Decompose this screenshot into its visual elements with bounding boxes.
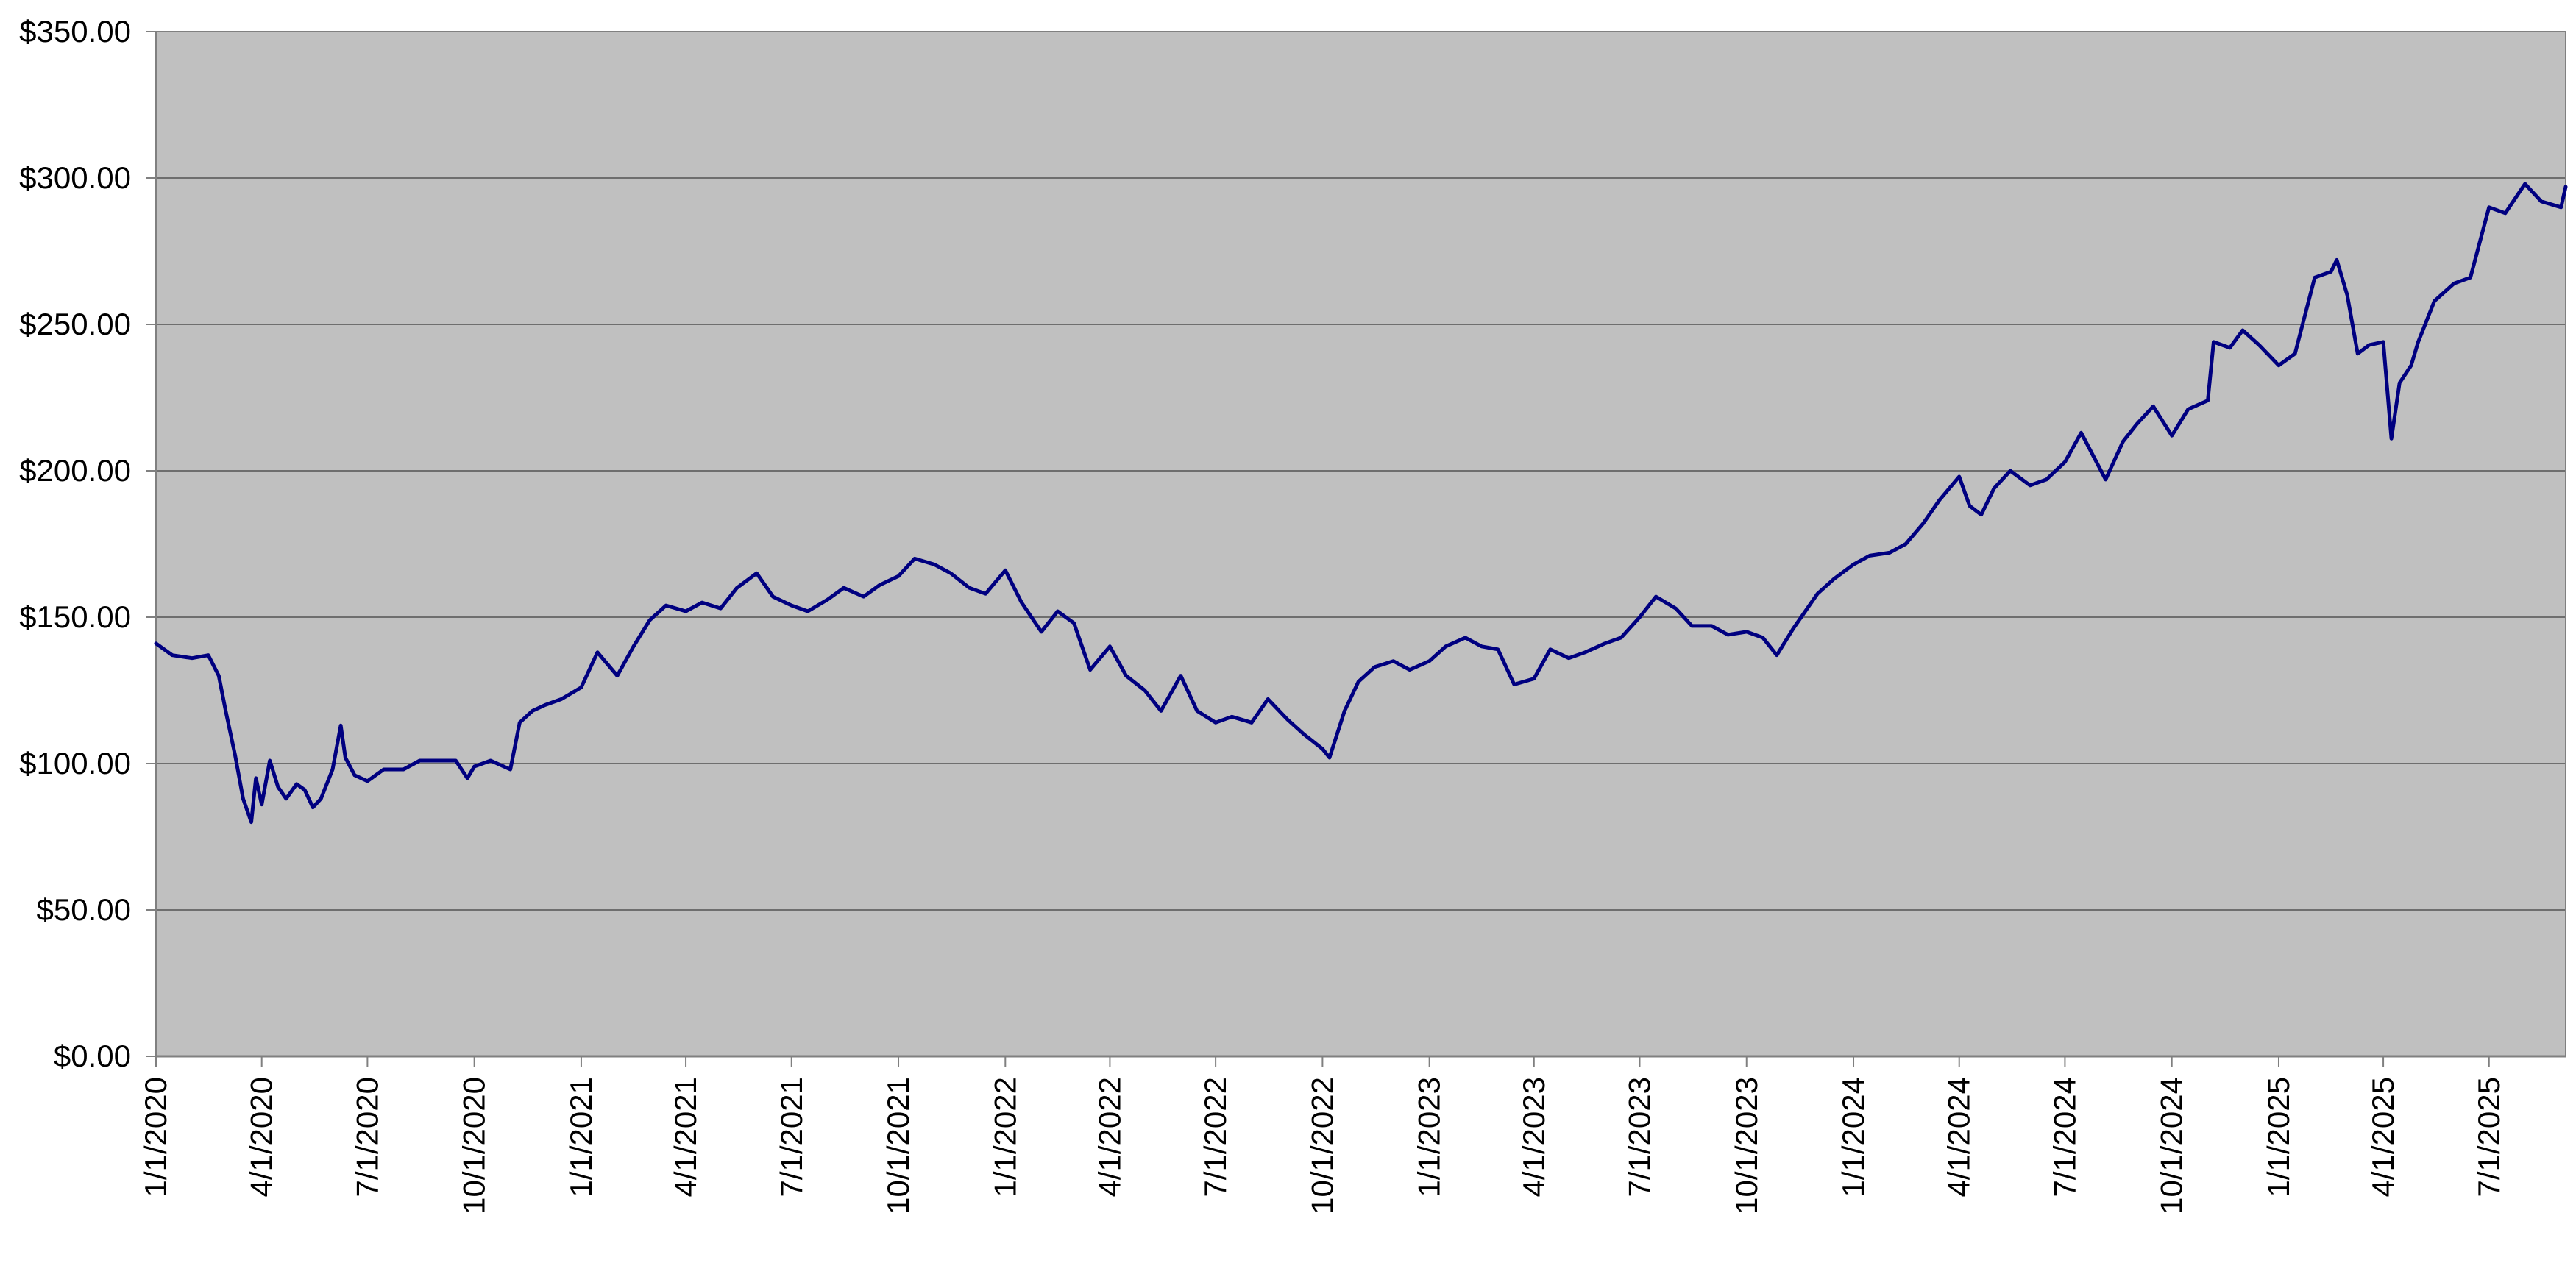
x-tick-label: 4/1/2020	[244, 1077, 279, 1198]
y-tick-label: $50.00	[37, 892, 131, 927]
x-tick-label: 4/1/2025	[2366, 1077, 2400, 1198]
x-tick-label: 7/1/2021	[774, 1077, 809, 1198]
y-tick-label: $150.00	[19, 600, 131, 634]
x-tick-label: 7/1/2022	[1198, 1077, 1232, 1198]
y-tick-label: $300.00	[19, 160, 131, 195]
y-tick-label: $0.00	[54, 1039, 131, 1073]
x-tick-label: 1/1/2023	[1412, 1077, 1447, 1198]
x-tick-label: 1/1/2024	[1836, 1077, 1870, 1198]
y-axis-tick-labels: $0.00 $50.00 $100.00 $150.00 $200.00 $250.00 $…	[19, 14, 131, 1073]
x-tick-label: 7/1/2023	[1622, 1077, 1656, 1198]
x-tick-label: 1/1/2021	[564, 1077, 598, 1198]
x-tick-label: 4/1/2023	[1516, 1077, 1551, 1198]
x-axis-tick-labels: 1/1/2020 4/1/2020 7/1/2020 10/1/2020 1/1/202…	[138, 1077, 2506, 1214]
x-tick-label: 10/1/2022	[1305, 1077, 1339, 1214]
x-tick-label: 7/1/2020	[350, 1077, 384, 1198]
x-tick-label: 7/1/2024	[2047, 1077, 2082, 1198]
x-tick-label: 1/1/2020	[138, 1077, 173, 1198]
series-line	[154, 182, 2568, 825]
x-tick-label: 10/1/2021	[881, 1077, 915, 1214]
y-tick-label: $250.00	[19, 307, 131, 341]
x-tick-label: 4/1/2022	[1092, 1077, 1126, 1198]
x-tick-label: 4/1/2024	[1942, 1077, 1976, 1198]
x-tick-label: 4/1/2021	[668, 1077, 703, 1198]
y-tick-label: $100.00	[19, 746, 131, 780]
axes	[155, 31, 2566, 1067]
y-tick-label: $350.00	[19, 14, 131, 49]
x-tick-label: 10/1/2024	[2154, 1077, 2189, 1214]
x-tick-label: 7/1/2025	[2472, 1077, 2506, 1198]
x-tick-label: 10/1/2020	[457, 1077, 492, 1214]
plot-area	[156, 32, 2566, 1056]
x-tick-label: 1/1/2025	[2261, 1077, 2296, 1198]
y-tick-label: $200.00	[19, 453, 131, 488]
series-group	[154, 182, 2568, 825]
x-tick-label: 1/1/2022	[987, 1077, 1022, 1198]
x-tick-label: 10/1/2023	[1729, 1077, 1764, 1214]
